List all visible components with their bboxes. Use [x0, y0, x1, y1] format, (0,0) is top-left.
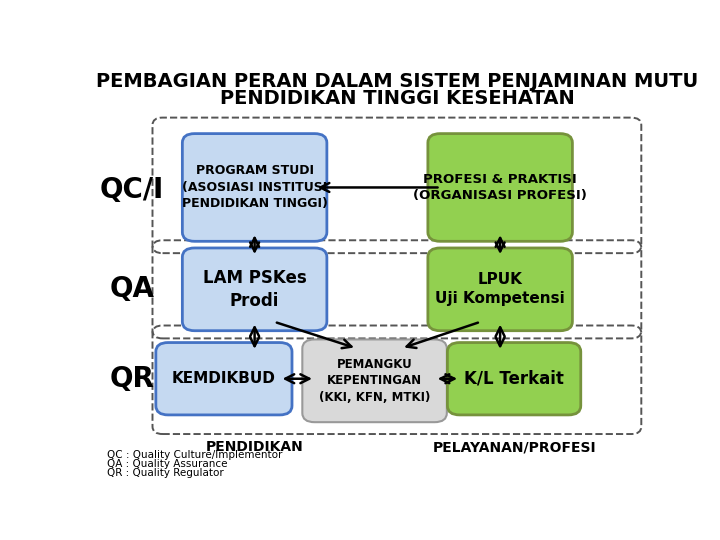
Text: QR : Quality Regulator: QR : Quality Regulator [107, 468, 223, 478]
FancyBboxPatch shape [182, 133, 327, 241]
Text: PENDIDIKAN TINGGI KESEHATAN: PENDIDIKAN TINGGI KESEHATAN [220, 89, 575, 107]
Text: PEMBAGIAN PERAN DALAM SISTEM PENJAMINAN MUTU: PEMBAGIAN PERAN DALAM SISTEM PENJAMINAN … [96, 72, 698, 91]
FancyBboxPatch shape [302, 340, 447, 422]
Text: LPUK
Uji Kompetensi: LPUK Uji Kompetensi [436, 272, 565, 306]
Text: QR: QR [109, 364, 154, 393]
Text: PROGRAM STUDI
(ASOSIASI INSTITUSI
PENDIDIKAN TINGGI): PROGRAM STUDI (ASOSIASI INSTITUSI PENDID… [181, 165, 328, 211]
Text: KEMDIKBUD: KEMDIKBUD [172, 371, 276, 386]
FancyBboxPatch shape [428, 133, 572, 241]
FancyBboxPatch shape [156, 342, 292, 415]
Text: PELAYANAN/PROFESI: PELAYANAN/PROFESI [432, 440, 596, 454]
Text: QA : Quality Assurance: QA : Quality Assurance [107, 459, 228, 469]
Text: QA: QA [109, 275, 154, 303]
FancyBboxPatch shape [428, 248, 572, 330]
FancyBboxPatch shape [182, 248, 327, 330]
Text: PROFESI & PRAKTISI
(ORGANISASI PROFESI): PROFESI & PRAKTISI (ORGANISASI PROFESI) [413, 173, 587, 202]
Text: PENDIDIKAN: PENDIDIKAN [206, 440, 304, 454]
Text: PEMANGKU
KEPENTINGAN
(KKI, KFN, MTKI): PEMANGKU KEPENTINGAN (KKI, KFN, MTKI) [319, 358, 431, 404]
Text: QC/I: QC/I [100, 176, 164, 204]
Text: K/L Terkait: K/L Terkait [464, 370, 564, 388]
Text: LAM PSKes
Prodi: LAM PSKes Prodi [203, 269, 307, 310]
Text: QC : Quality Culture/Implementor: QC : Quality Culture/Implementor [107, 450, 282, 460]
FancyBboxPatch shape [447, 342, 581, 415]
